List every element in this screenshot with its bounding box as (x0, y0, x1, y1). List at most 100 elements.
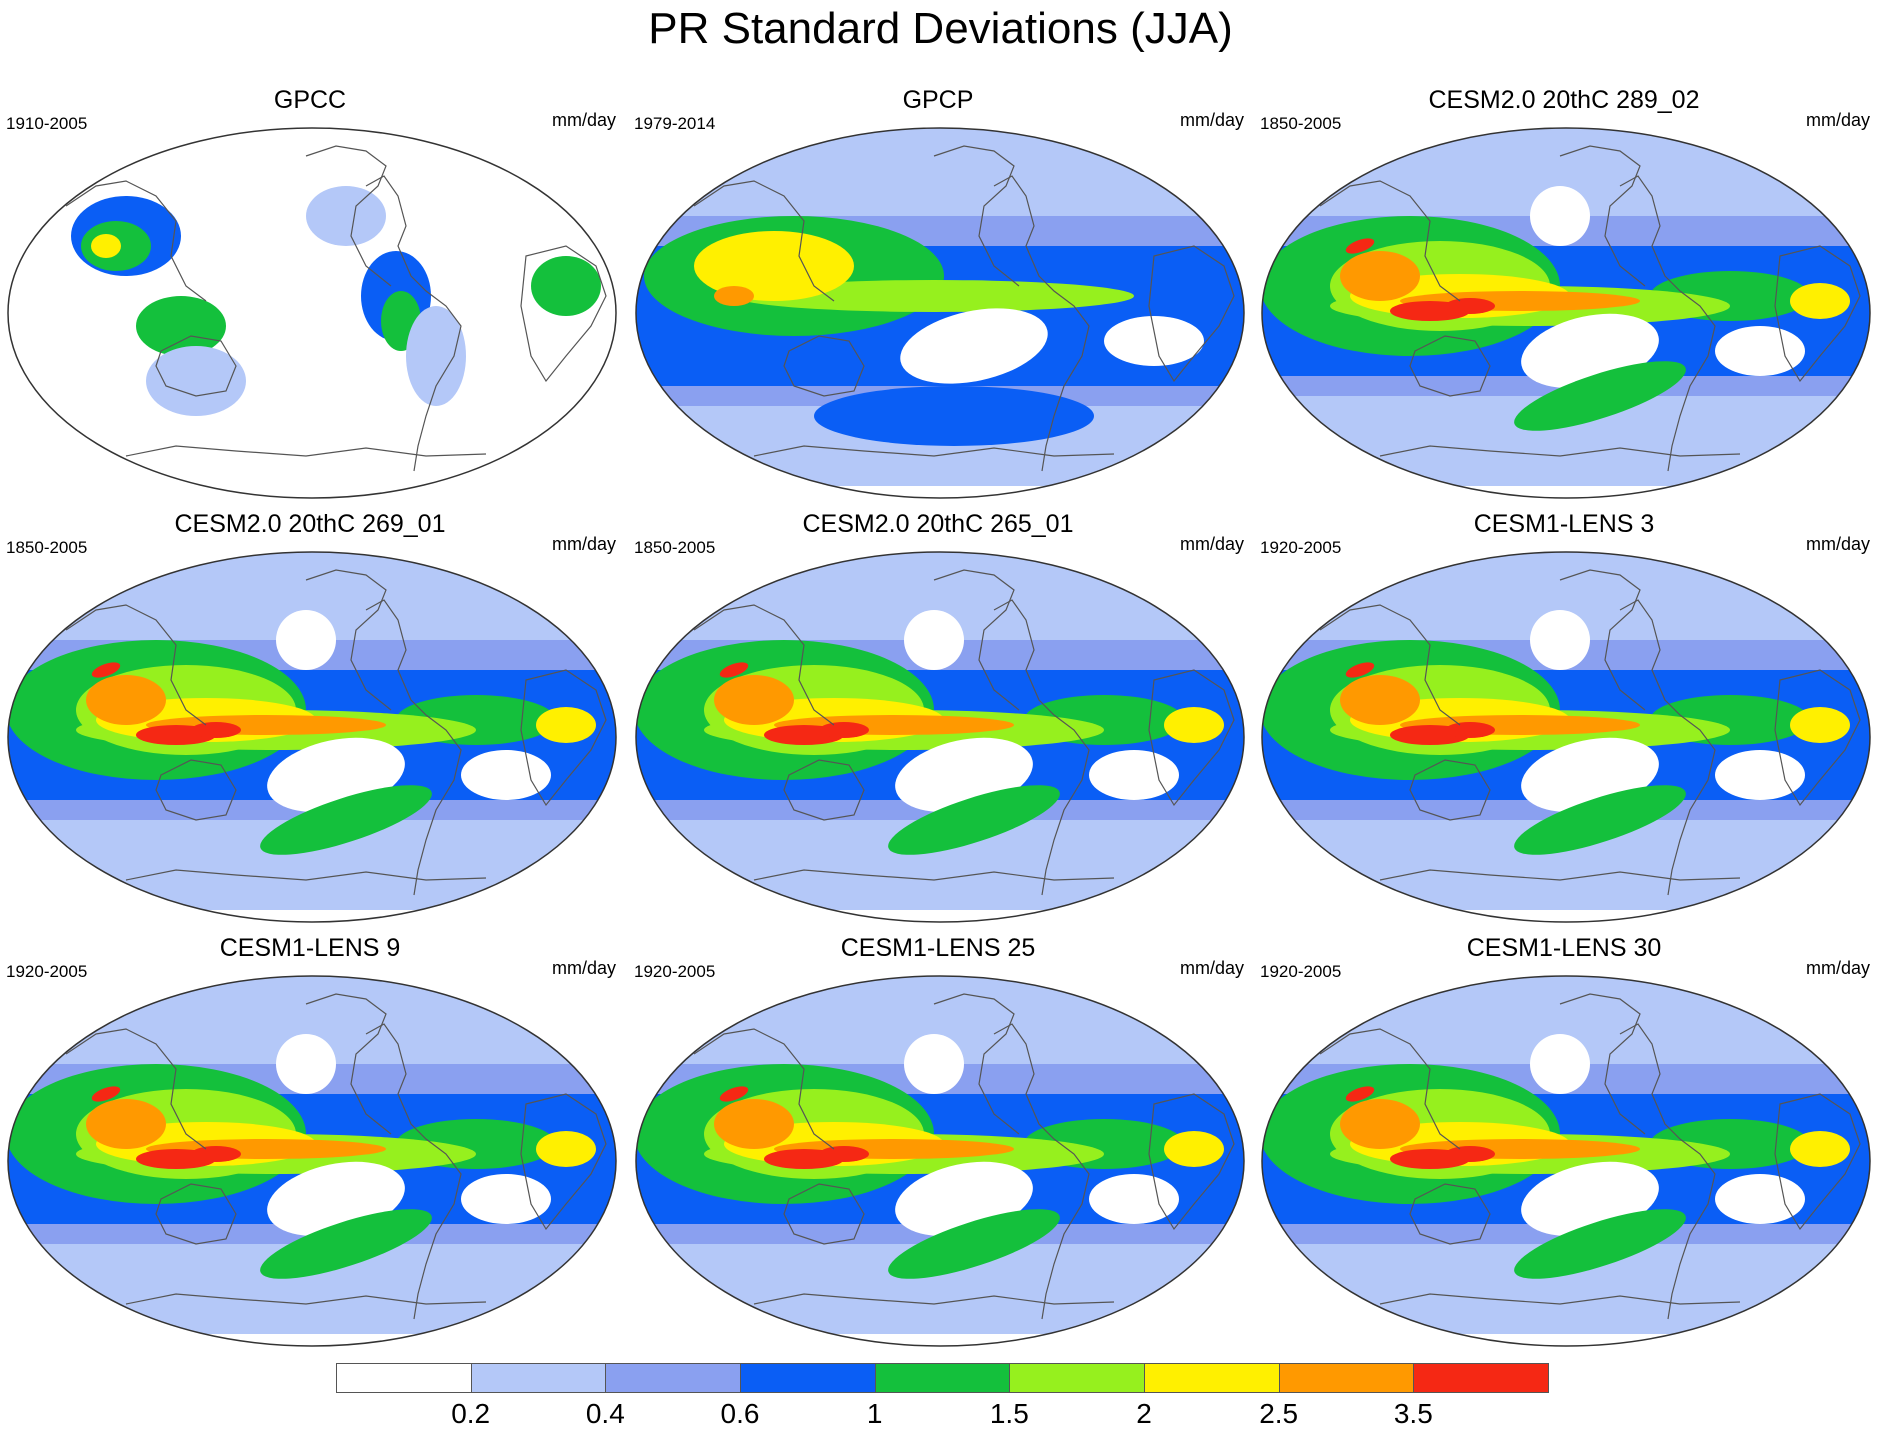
panel-period: 1850-2005 (1260, 114, 1342, 133)
coastline-asia (1319, 1028, 1461, 1150)
map-projection (1261, 127, 1871, 499)
panel-period: 1910-2005 (6, 114, 88, 133)
north-america-lowvar (306, 186, 386, 246)
asia-land-yellow (91, 234, 121, 258)
colorbar: 0.2 0.4 0.6 1 1.5 2 2.5 3.5 (336, 1363, 1549, 1431)
south-atlantic-dry-zone (1089, 1174, 1179, 1224)
colorbar-swatch (1413, 1363, 1549, 1393)
coastline-antarctica (1379, 869, 1741, 881)
himalaya-red (1345, 1086, 1375, 1102)
panel-units: mm/day (1805, 534, 1870, 554)
panel-period: 1920-2005 (6, 962, 88, 981)
coastline-africa (1774, 245, 1861, 383)
india-orange (1340, 1099, 1420, 1149)
colorbar-tick-label: 1 (866, 1398, 883, 1429)
map-border (1261, 127, 1871, 499)
south-atlantic-dry-zone (1715, 1174, 1805, 1224)
himalaya-red (1345, 238, 1375, 254)
map-panel: GPCC 1910-2005 mm/day (0, 86, 620, 516)
panel-period: 1850-2005 (6, 538, 88, 557)
north-pacific-dry-zone (276, 610, 336, 670)
southeast-pacific-dry-zone (900, 308, 1048, 384)
map-border (635, 975, 1245, 1347)
pacific-warmpool-red (819, 722, 869, 738)
map-panel: GPCP 1979-2014 mm/day (628, 86, 1248, 516)
coastline-africa (1148, 1093, 1235, 1231)
india-orange (86, 675, 166, 725)
india-orange (1340, 675, 1420, 725)
pacific-warmpool-red (1445, 298, 1495, 314)
map-border (635, 551, 1245, 923)
panel-units: mm/day (551, 110, 616, 130)
coastline-australia (155, 1183, 237, 1245)
map-panel: CESM1-LENS 3 1920-2005 mm/day (1254, 510, 1874, 940)
himalaya-red (91, 1086, 121, 1102)
coastline-africa (1774, 1093, 1861, 1231)
panel-units: mm/day (1179, 534, 1244, 554)
africa-yellow (1790, 707, 1850, 743)
map-projection (1261, 551, 1871, 923)
maritime-land-green (136, 296, 226, 356)
coastline-australia (783, 1183, 865, 1245)
coastline-africa (1148, 245, 1235, 383)
asia-monsoon-yellow (694, 231, 854, 301)
panel-period: 1920-2005 (1260, 538, 1342, 557)
coastline-australia (783, 759, 865, 821)
india-orange (714, 675, 794, 725)
coastline-australia (155, 759, 237, 821)
panel-title: CESM1-LENS 3 (1473, 510, 1655, 538)
colorbar-swatch (336, 1363, 472, 1393)
himalaya-red (719, 1086, 749, 1102)
coastline-africa (520, 669, 607, 807)
spcz-green (1514, 785, 1686, 855)
map-projection (7, 551, 617, 923)
pacific-warmpool-red (191, 1146, 241, 1162)
coastline-north-america (1559, 145, 1646, 287)
map-panel: CESM1-LENS 9 1920-2005 mm/day (0, 934, 620, 1364)
map-projection (635, 551, 1245, 923)
coastline-australia (783, 335, 865, 397)
panel-title: CESM2.0 20thC 269_01 (174, 510, 446, 538)
map-border (7, 975, 617, 1347)
africa-yellow (1164, 707, 1224, 743)
south-atlantic-dry-zone (461, 1174, 551, 1224)
north-pacific-dry-zone (1530, 610, 1590, 670)
coastline-asia (693, 604, 835, 726)
coastline-asia (1319, 180, 1461, 302)
colorbar-swatch (1144, 1363, 1280, 1393)
panel-title: CESM2.0 20thC 265_01 (802, 510, 1074, 538)
coastline-africa (1774, 669, 1861, 807)
map-panel: CESM1-LENS 25 1920-2005 mm/day (628, 934, 1248, 1364)
himalaya-red (91, 662, 121, 678)
coastline-north-america (933, 569, 1020, 711)
figure-title: PR Standard Deviations (JJA) (648, 4, 1233, 53)
map-border (1261, 975, 1871, 1347)
north-pacific-dry-zone (1530, 1034, 1590, 1094)
map-panel: CESM2.0 20thC 269_01 1850-2005 mm/day (0, 510, 620, 940)
map-panel: CESM1-LENS 30 1920-2005 mm/day (1254, 934, 1874, 1364)
pacific-warmpool-red (1445, 1146, 1495, 1162)
coastline-americas (1619, 175, 1716, 472)
africa-land-green (531, 256, 601, 316)
africa-yellow (536, 707, 596, 743)
spcz-green (260, 785, 432, 855)
south-atlantic-dry-zone (1089, 750, 1179, 800)
coastline-americas (365, 1023, 462, 1320)
colorbar-swatch (470, 1363, 607, 1393)
colorbar-swatch (1278, 1363, 1415, 1393)
panel-units: mm/day (1179, 110, 1244, 130)
pacific-warmpool-red (819, 1146, 869, 1162)
africa-yellow (536, 1131, 596, 1167)
colorbar-tick-label: 0.4 (585, 1398, 625, 1429)
coastline-antarctica (125, 1293, 487, 1305)
coastline-north-america (305, 145, 392, 287)
australia-land-lowvar (146, 346, 246, 416)
colorbar-tick-label: 0.2 (451, 1398, 491, 1429)
panel-units: mm/day (551, 534, 616, 554)
southern-storm-track (814, 386, 1094, 446)
coastline-north-america (305, 993, 392, 1135)
spcz-green (1514, 361, 1686, 431)
panel-title: CESM1-LENS 30 (1466, 934, 1662, 962)
north-pacific-dry-zone (276, 1034, 336, 1094)
africa-yellow (1164, 1131, 1224, 1167)
